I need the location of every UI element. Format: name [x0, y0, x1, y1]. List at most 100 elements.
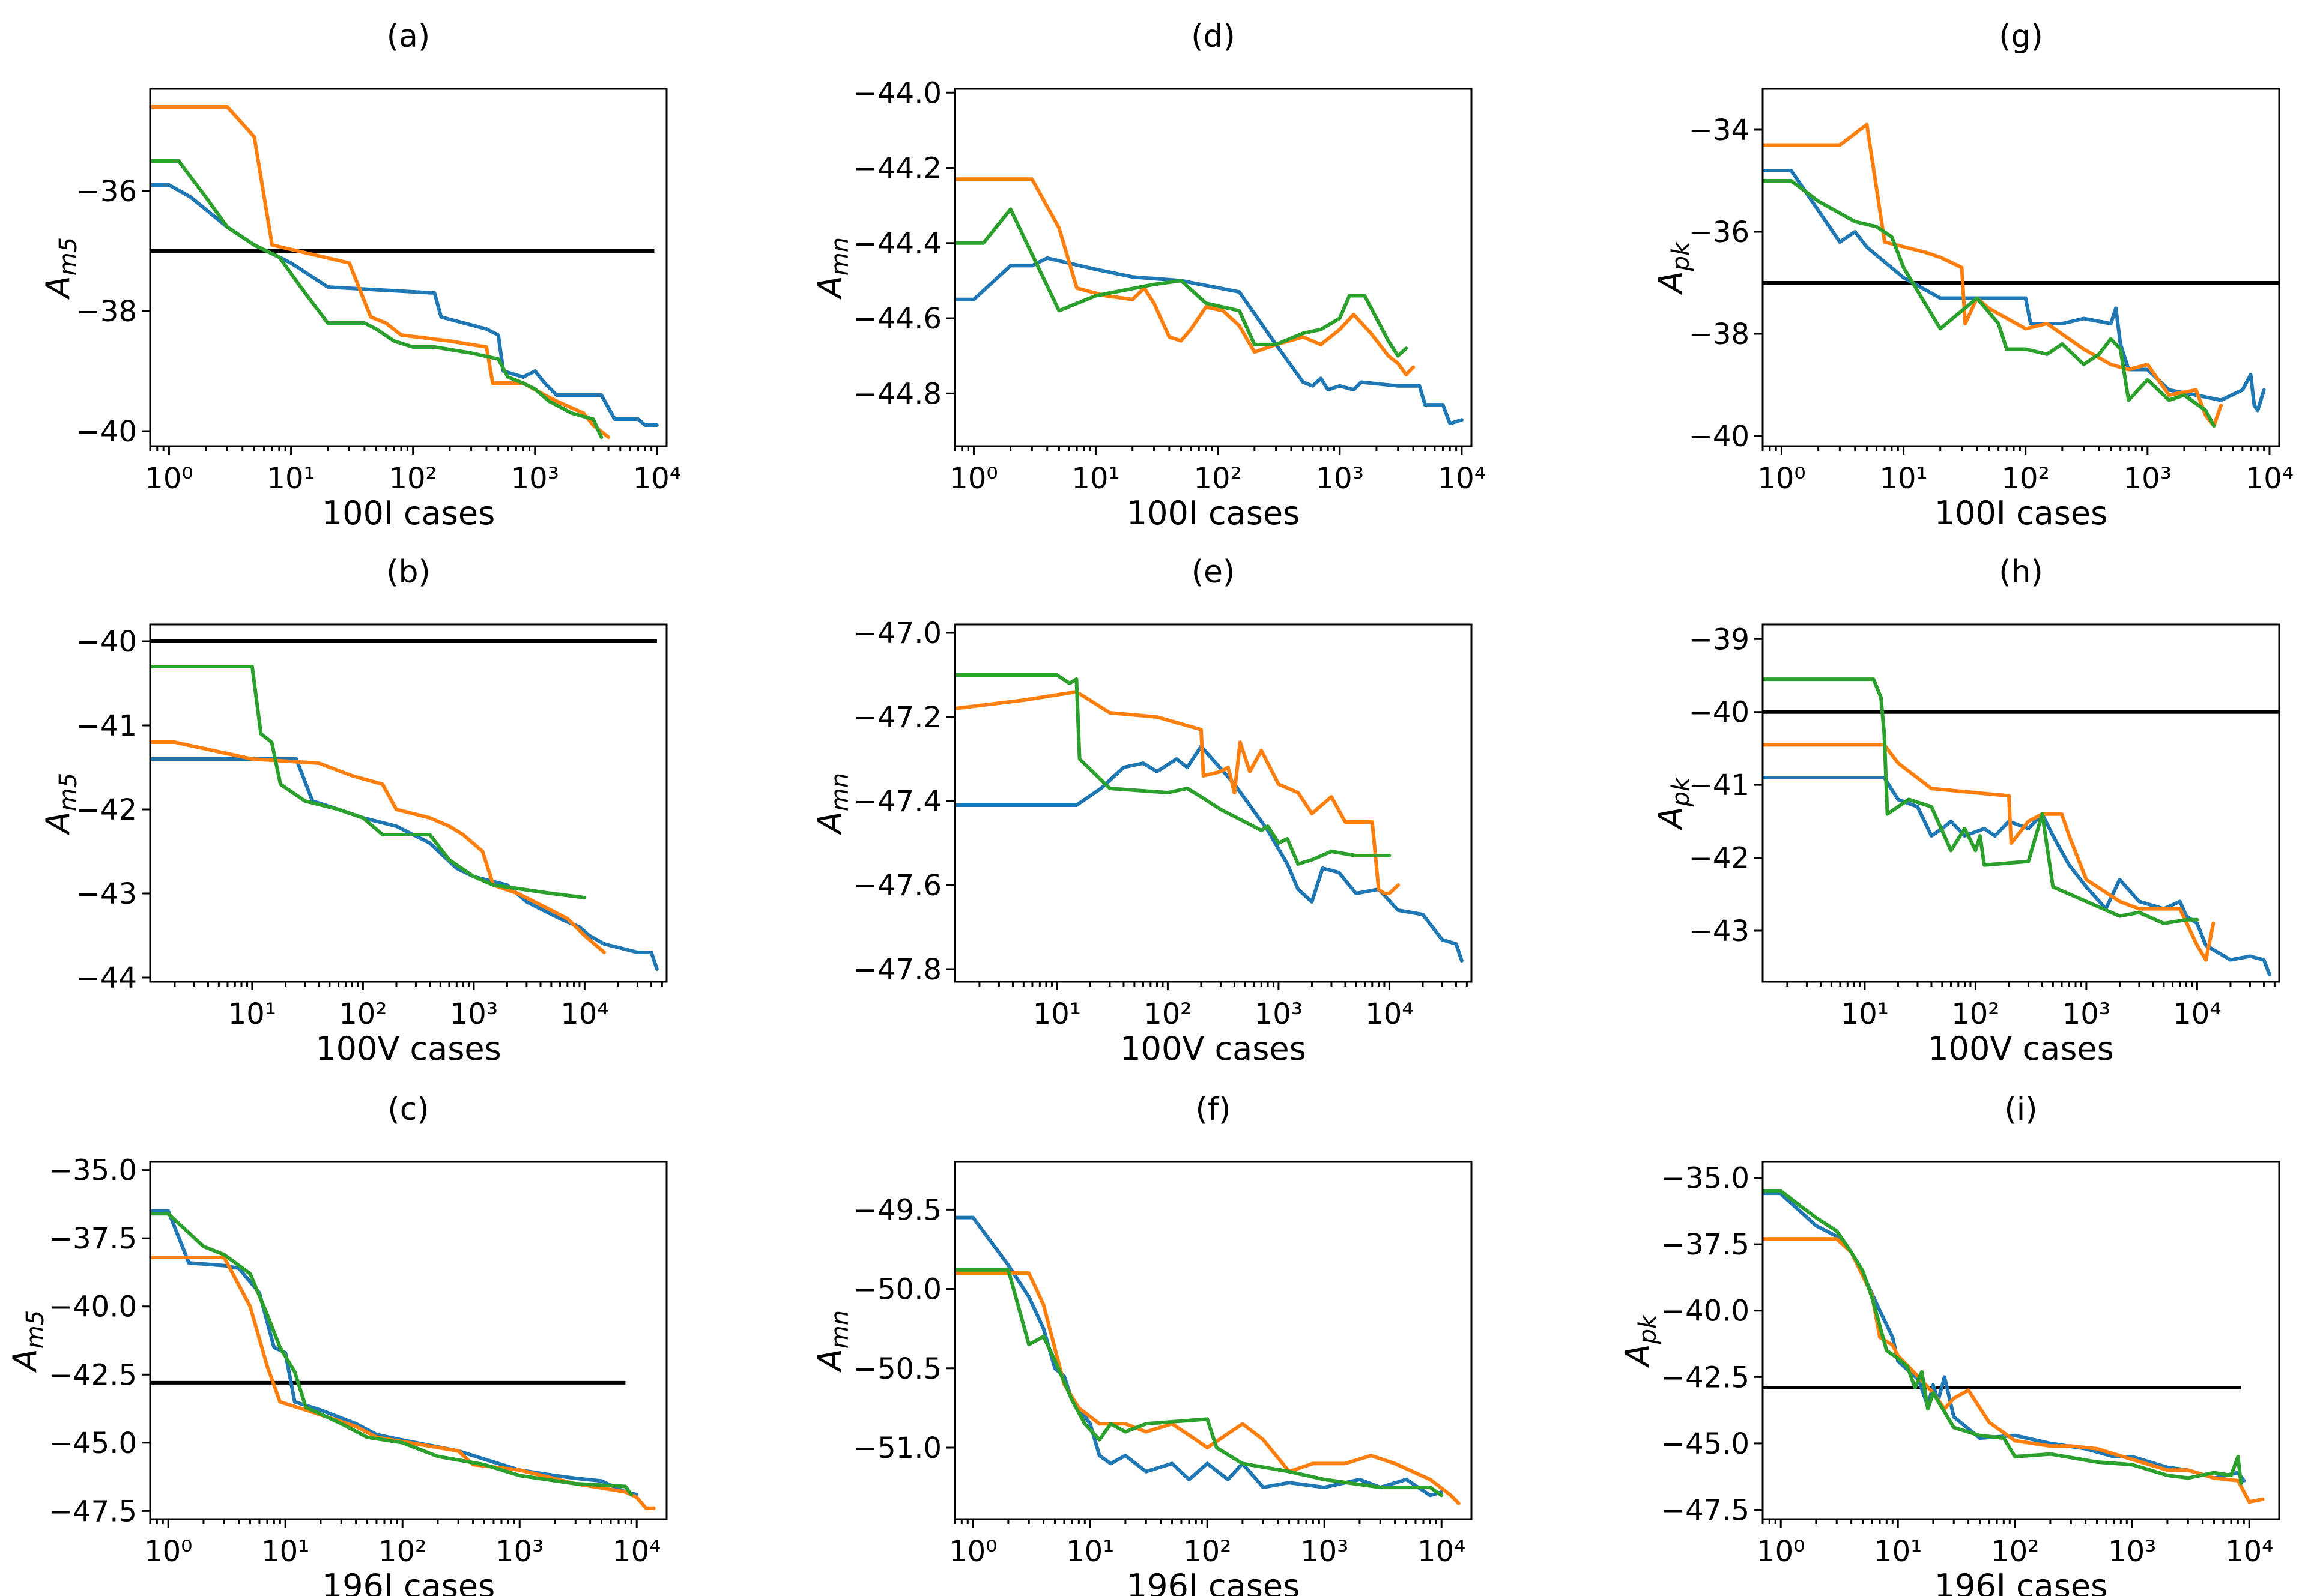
x-tick-label: 10² — [1951, 997, 1999, 1031]
x-tick-label: 10⁴ — [560, 997, 608, 1031]
subplot-f: (f) 10⁰ 10¹ 10² 10³ 10⁴ −49.5 −50.0 −50.5 −51.0 19… — [811, 1092, 1473, 1596]
series-line-blue — [955, 745, 1464, 963]
subplot-title: (f) — [1196, 1092, 1231, 1128]
x-tick-label: 10¹ — [1879, 462, 1927, 495]
y-axis-label: Amn — [811, 1310, 854, 1373]
x-tick-label: 10³ — [511, 462, 559, 495]
series-line-green — [1763, 179, 2216, 428]
x-tick-label: 10⁴ — [1365, 997, 1413, 1031]
x-tick-label: 10¹ — [1033, 997, 1081, 1031]
subplot-e: (e) 10¹ 10² 10³ 10⁴ −47.0 −47.2 −47.4 −47.6 −47.8… — [811, 554, 1473, 1068]
axes-frame — [149, 623, 668, 983]
y-tick-label: −40.0 — [49, 1290, 137, 1324]
y-tick-label: −44 — [76, 961, 137, 995]
x-tick-label: 10³ — [1316, 462, 1364, 495]
x-tick-label: 10³ — [2108, 1535, 2156, 1568]
y-tick-label: −41 — [1689, 769, 1749, 802]
x-tick-label: 10¹ — [1874, 1535, 1922, 1568]
x-tick-label: 10¹ — [1071, 462, 1119, 495]
y-tick-label: −44.8 — [853, 377, 942, 411]
y-tick-label: −35.0 — [1661, 1162, 1749, 1195]
axes-frame — [1761, 1161, 2280, 1520]
x-tick-label: 10⁴ — [1438, 462, 1486, 495]
x-tick-label: 10³ — [2124, 462, 2172, 495]
y-axis-label: Apk — [1652, 776, 1695, 830]
y-axis-label: Am5 — [39, 237, 82, 300]
series-line-orange — [955, 177, 1416, 376]
x-tick-label: 10¹ — [1066, 1535, 1114, 1568]
series-line-orange — [955, 690, 1400, 895]
y-tick-label: −47.2 — [853, 701, 942, 734]
x-axis-label: 196I cases — [1934, 1567, 2107, 1596]
x-tick-label: 10² — [389, 462, 437, 495]
y-tick-label: −47.0 — [853, 617, 942, 650]
x-tick-label: 10¹ — [261, 1535, 309, 1568]
series-line-orange — [150, 105, 611, 439]
subplot-d: (d) 10⁰ 10¹ 10² 10³ 10⁴ −44.0 −44.2 −44.4 −44.6 −4… — [811, 19, 1486, 532]
y-tick-label: −40.0 — [1661, 1295, 1749, 1328]
subplot-i: (i) 10⁰ 10¹ 10² 10³ 10⁴ −35.0 −37.5 −40.0 −42.5 −4… — [1619, 1092, 2280, 1596]
x-tick-label: 10² — [378, 1535, 426, 1568]
series-line-green — [955, 207, 1408, 358]
y-tick-label: −47.5 — [1661, 1494, 1749, 1528]
y-axis-label: Amn — [811, 237, 854, 300]
subplot-title: (e) — [1192, 554, 1235, 590]
plot-area — [150, 1209, 656, 1510]
subplot-title: (c) — [387, 1092, 429, 1128]
y-axis-label: Am5 — [6, 1310, 49, 1373]
plot-area — [1763, 677, 2279, 976]
x-tick-label: 10⁴ — [2225, 1535, 2273, 1568]
subplot-title: (g) — [1999, 19, 2043, 55]
y-tick-label: −38 — [76, 295, 137, 328]
y-tick-label: −44.6 — [853, 302, 942, 336]
y-tick-label: −44.0 — [853, 76, 942, 110]
y-tick-label: −42 — [76, 793, 137, 827]
x-tick-label: 10¹ — [228, 997, 276, 1031]
y-tick-label: −49.5 — [853, 1193, 942, 1227]
y-tick-label: −43 — [76, 877, 137, 911]
y-tick-label: −37.5 — [1661, 1228, 1749, 1262]
plot-area — [955, 177, 1464, 426]
y-tick-label: −40 — [1689, 696, 1749, 730]
x-tick-label: 10⁰ — [1757, 1535, 1805, 1568]
x-axis-label: 100V cases — [1120, 1030, 1306, 1068]
plot-area — [955, 1215, 1461, 1505]
y-tick-label: −50.5 — [853, 1352, 942, 1386]
axes-frame — [954, 623, 1473, 983]
x-tick-label: 10⁴ — [633, 462, 681, 495]
y-axis-label: Am5 — [39, 773, 82, 835]
series-line-blue — [1763, 776, 2271, 976]
series-line-orange — [1763, 1237, 2265, 1504]
y-tick-label: −36 — [1689, 216, 1749, 249]
series-line-orange — [150, 740, 606, 954]
subplot-title: (h) — [1999, 554, 2043, 590]
x-tick-label: 10⁴ — [1417, 1535, 1465, 1568]
plot-area — [1763, 1189, 2265, 1504]
x-axis-label: 100I cases — [1127, 494, 1300, 532]
series-line-blue — [955, 1215, 1444, 1498]
y-tick-label: −42.5 — [1661, 1361, 1749, 1394]
series-line-orange — [1763, 122, 2223, 428]
y-tick-label: −35.0 — [49, 1154, 137, 1188]
x-tick-label: 10⁰ — [144, 1535, 192, 1568]
series-line-blue — [1763, 169, 2266, 413]
y-axis-label: Amn — [811, 773, 854, 835]
axes-frame — [954, 88, 1473, 447]
y-tick-label: −36 — [76, 175, 137, 208]
y-tick-label: −42 — [1689, 842, 1749, 875]
plot-area — [150, 105, 659, 439]
x-tick-label: 10¹ — [1841, 997, 1889, 1031]
subplot-c: (c) 10⁰ 10¹ 10² 10³ 10⁴ −35.0 −37.5 −40.0 −42.5 −4… — [6, 1092, 668, 1596]
x-axis-label: 100I cases — [1934, 494, 2107, 532]
y-tick-label: −44.2 — [853, 152, 942, 186]
x-tick-label: 10³ — [1255, 997, 1303, 1031]
x-tick-label: 10² — [1143, 997, 1192, 1031]
series-line-blue — [150, 183, 659, 427]
y-tick-label: −47.4 — [853, 785, 942, 818]
x-tick-label: 10³ — [1300, 1535, 1348, 1568]
x-tick-label: 10⁰ — [1757, 462, 1805, 495]
x-axis-label: 100V cases — [1928, 1030, 2113, 1068]
x-tick-label: 10³ — [495, 1535, 544, 1568]
y-tick-label: −41 — [76, 709, 137, 743]
